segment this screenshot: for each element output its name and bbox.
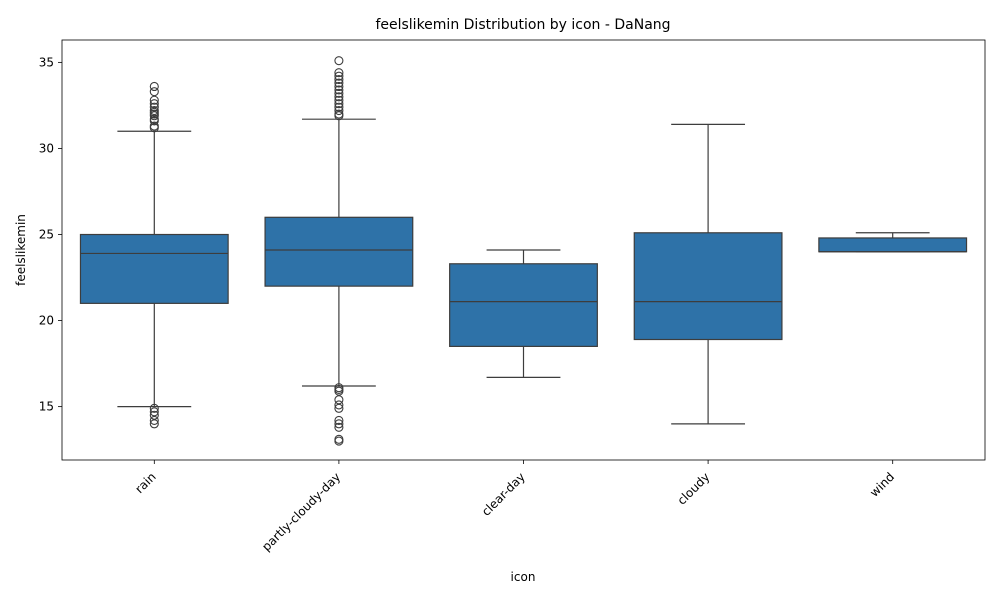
outlier-point — [149, 407, 159, 417]
outlier-point — [334, 403, 344, 413]
outlier-point — [149, 121, 159, 131]
outlier-point — [334, 386, 344, 396]
outlier-point — [149, 415, 159, 425]
x-tick-label: partly-cloudy-day — [259, 470, 343, 554]
plot-area: 15 20 25 30 35 rain partly-cloudy-day clear-day… — [39, 39, 986, 554]
outlier-point — [334, 88, 344, 98]
outlier-point — [149, 106, 159, 116]
outlier-point — [334, 71, 344, 81]
box-wind — [818, 237, 968, 253]
outlier-point — [334, 92, 344, 102]
y-tick-label: 35 — [39, 55, 54, 69]
outlier-point — [334, 400, 344, 410]
outlier-point — [334, 75, 344, 85]
y-tick-label: 25 — [39, 228, 54, 242]
outlier-point — [149, 410, 159, 420]
outlier-point — [334, 395, 344, 405]
outlier-point — [334, 106, 344, 116]
outlier-point — [334, 436, 344, 446]
y-axis-label: feelslikemin — [14, 214, 28, 286]
outlier-point — [149, 419, 159, 429]
y-tick-label: 30 — [39, 141, 54, 155]
chart-title: feelslikemin Distribution by icon - DaNa… — [375, 17, 670, 33]
outlier-point — [334, 81, 344, 92]
outlier-point — [334, 422, 344, 432]
outlier-point — [334, 102, 344, 112]
outlier-point — [334, 56, 344, 66]
x-tick-label: rain — [132, 470, 158, 496]
y-tick-label: 20 — [39, 314, 54, 328]
box-cloudy — [633, 232, 783, 341]
outlier-point — [149, 87, 159, 97]
outlier-point — [149, 102, 159, 112]
box-rain — [79, 233, 229, 304]
outlier-point — [334, 415, 344, 425]
outlier-point — [334, 419, 344, 429]
outlier-point — [334, 85, 344, 95]
outlier-point — [149, 114, 159, 124]
x-tick-label: wind — [867, 470, 897, 500]
box-clear-day — [449, 263, 598, 347]
y-tick-label: 15 — [39, 400, 54, 414]
outlier-point — [149, 99, 159, 109]
outlier-point — [334, 68, 344, 78]
outlier-point — [149, 95, 159, 105]
x-axis-label: icon — [511, 570, 536, 584]
box-partly-cloudy-day — [264, 216, 414, 287]
outlier-point — [334, 78, 344, 88]
outlier-point — [149, 81, 159, 92]
outlier-point — [334, 99, 344, 109]
outlier-point — [334, 109, 344, 119]
x-tick-label: cloudy — [675, 470, 713, 508]
x-tick-label: clear-day — [479, 470, 528, 519]
outlier-point — [149, 403, 159, 413]
outlier-point — [334, 95, 344, 105]
